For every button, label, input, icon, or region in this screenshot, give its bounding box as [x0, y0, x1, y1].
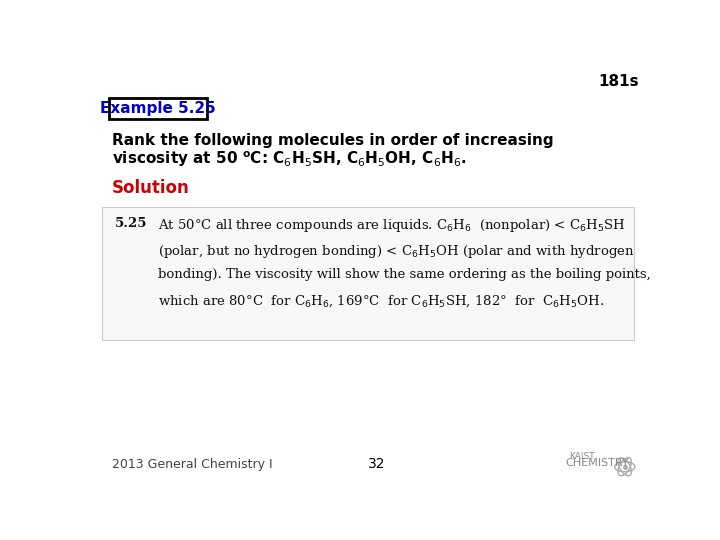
Text: Solution: Solution [112, 179, 189, 197]
Text: At 50°C all three compounds are liquids. C$_6$H$_6$  (nonpolar) < C$_6$H$_5$SH: At 50°C all three compounds are liquids.… [158, 217, 626, 234]
FancyBboxPatch shape [102, 207, 634, 340]
Text: 2013 General Chemistry I: 2013 General Chemistry I [112, 458, 272, 471]
Text: CHEMISTRY: CHEMISTRY [566, 457, 629, 468]
Text: (polar, but no hydrogen bonding) < C$_6$H$_5$OH (polar and with hydrogen: (polar, but no hydrogen bonding) < C$_6$… [158, 242, 635, 260]
Text: 32: 32 [368, 457, 385, 471]
Text: 5.25: 5.25 [114, 217, 148, 230]
Text: viscosity at 50 $^\mathregular{o}$C: C$_6$H$_5$SH, C$_6$H$_5$OH, C$_6$H$_6$.: viscosity at 50 $^\mathregular{o}$C: C$_… [112, 150, 467, 169]
Text: Example 5.25: Example 5.25 [100, 101, 216, 116]
FancyBboxPatch shape [109, 98, 207, 119]
Text: which are 80°C  for C$_6$H$_6$, 169°C  for C$_6$H$_5$SH, 182°  for  C$_6$H$_5$OH: which are 80°C for C$_6$H$_6$, 169°C for… [158, 294, 604, 309]
Text: 181s: 181s [598, 74, 639, 89]
Text: KAIST: KAIST [569, 451, 595, 461]
Text: bonding). The viscosity will show the same ordering as the boiling points,: bonding). The viscosity will show the sa… [158, 268, 651, 281]
Text: Rank the following molecules in order of increasing: Rank the following molecules in order of… [112, 132, 554, 147]
